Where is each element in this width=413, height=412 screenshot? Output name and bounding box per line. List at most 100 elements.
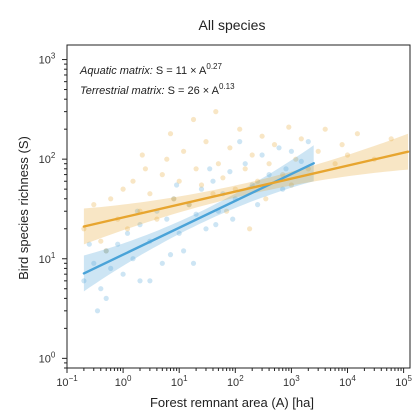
x-tick-label: 104 xyxy=(339,374,356,389)
scatter-point-s0-30 xyxy=(266,172,272,178)
scatter-point-s1-14 xyxy=(171,196,177,202)
scatter-point-s1-51 xyxy=(288,182,294,188)
scatter-point-s0-16 xyxy=(176,230,182,236)
scatter-point-s1-54 xyxy=(139,152,145,158)
scatter-point-s0-17 xyxy=(181,248,187,254)
scatter-point-s0-20 xyxy=(198,186,205,192)
scatter-point-s0-35 xyxy=(305,139,311,145)
scatter-point-s0-7 xyxy=(124,230,131,236)
scatter-point-s1-39 xyxy=(322,126,328,132)
y-tick-label: 100 xyxy=(39,350,56,365)
scatter-point-s1-30 xyxy=(259,133,265,139)
scatter-point-s1-53 xyxy=(247,226,253,232)
scatter-point-s1-10 xyxy=(147,191,153,197)
scatter-point-s0-40 xyxy=(190,260,197,266)
scatter-point-s0-19 xyxy=(193,211,199,217)
scatter-point-s0-10 xyxy=(137,278,143,284)
scatter-point-s1-6 xyxy=(124,226,131,232)
x-tick-label: 105 xyxy=(395,374,412,389)
scatter-point-s1-47 xyxy=(167,131,174,137)
x-tick-label: 101 xyxy=(171,374,188,389)
scatter-point-s1-12 xyxy=(159,172,165,178)
scatter-point-s1-18 xyxy=(193,166,199,172)
scatter-point-s0-2 xyxy=(98,286,104,292)
terrestrial-formula: S = 26 × A xyxy=(168,85,220,97)
y-axis-ticks: 100 101 102 103 xyxy=(39,52,67,369)
scatter-point-s1-52 xyxy=(213,109,219,115)
scatter-point-s1-11 xyxy=(154,216,160,222)
x-tick-label: 103 xyxy=(283,374,300,389)
aquatic-exponent: 0.27 xyxy=(206,62,222,71)
scatter-point-s1-48 xyxy=(190,116,197,123)
chart-title: All species xyxy=(199,17,266,33)
terrestrial-equation: Terrestrial matrix: S = 26 × A0.13 xyxy=(80,82,235,97)
scatter-point-s0-38 xyxy=(86,241,92,247)
scatter-point-s0-29 xyxy=(259,152,265,158)
scatter-point-s0-45 xyxy=(134,208,140,214)
scatter-point-s0-0 xyxy=(81,278,87,284)
scatter-point-s1-40 xyxy=(332,161,338,167)
terrestrial-exponent: 0.13 xyxy=(219,82,235,91)
aquatic-label: Aquatic matrix: xyxy=(79,65,156,77)
aquatic-formula: S = 11 × A xyxy=(156,65,207,77)
fit-line-1 xyxy=(82,150,410,228)
scatter-point-s0-22 xyxy=(210,178,216,184)
scatter-point-s0-5 xyxy=(115,241,121,247)
scatter-point-s1-9 xyxy=(142,166,148,172)
scatter-point-s0-46 xyxy=(207,166,213,172)
x-tick-label: 102 xyxy=(227,374,244,389)
scatter-point-s0-48 xyxy=(94,308,101,314)
scatter-point-s1-5 xyxy=(120,186,126,192)
scatter-point-s0-34 xyxy=(298,158,304,164)
scatter-point-s0-27 xyxy=(242,161,248,167)
scatter-point-s1-49 xyxy=(224,208,230,214)
scatter-point-s1-36 xyxy=(298,136,304,142)
scatter-point-s0-43 xyxy=(255,202,261,208)
scatter-point-s1-33 xyxy=(280,172,286,178)
scatter-point-s1-34 xyxy=(286,124,292,130)
scatter-point-s1-3 xyxy=(108,196,114,202)
scatter-point-s0-47 xyxy=(237,139,243,145)
x-axis-title: Forest remnant area (A) [ha] xyxy=(150,395,314,410)
scatter-point-s0-44 xyxy=(280,186,286,192)
scatter-point-s1-13 xyxy=(164,156,170,162)
y-tick-label: 103 xyxy=(39,52,56,67)
scatter-point-s1-29 xyxy=(255,178,261,184)
scatter-point-s0-8 xyxy=(130,256,136,262)
scatter-point-s0-49 xyxy=(174,182,180,188)
y-tick-label: 102 xyxy=(39,151,56,166)
scatter-point-s1-20 xyxy=(203,139,209,145)
scatter-point-s1-31 xyxy=(266,161,272,167)
scatter-point-s1-23 xyxy=(220,175,226,181)
scatter-point-s1-28 xyxy=(249,152,255,158)
fit-lines xyxy=(82,150,410,275)
scatter-point-s0-1 xyxy=(91,260,97,266)
scatter-point-s1-38 xyxy=(315,148,321,154)
scatter-point-s0-14 xyxy=(164,216,170,222)
scatter-point-s1-7 xyxy=(130,178,136,184)
x-tick-label: 10−1 xyxy=(56,374,78,389)
y-tick-label: 101 xyxy=(39,251,56,266)
scatter-point-s0-4 xyxy=(108,265,114,271)
scatter-point-s1-21 xyxy=(210,191,216,197)
scatter-point-s1-0 xyxy=(81,226,87,232)
scatter-point-s0-36 xyxy=(103,295,109,301)
scatter-point-s0-3 xyxy=(103,248,109,254)
scatter-point-s0-42 xyxy=(230,216,236,222)
scatter-point-s1-45 xyxy=(388,136,394,142)
scatter-point-s0-21 xyxy=(203,226,209,232)
scatter-point-s0-25 xyxy=(227,169,233,175)
scatter-point-s1-22 xyxy=(215,161,221,167)
scatter-point-s1-16 xyxy=(181,148,187,154)
scatter-point-s0-41 xyxy=(213,222,219,228)
scatter-point-s1-27 xyxy=(242,166,248,172)
scatter-point-s1-43 xyxy=(354,131,360,137)
scatter-point-s0-6 xyxy=(120,271,126,277)
scatter-point-s1-50 xyxy=(263,196,269,202)
scatter-point-s0-39 xyxy=(167,252,174,258)
scatter-point-s0-32 xyxy=(283,166,289,172)
terrestrial-label: Terrestrial matrix: xyxy=(80,85,168,97)
scatter-point-s1-26 xyxy=(237,126,243,132)
scatter-point-s1-42 xyxy=(344,152,351,158)
scatter-points xyxy=(81,109,394,314)
